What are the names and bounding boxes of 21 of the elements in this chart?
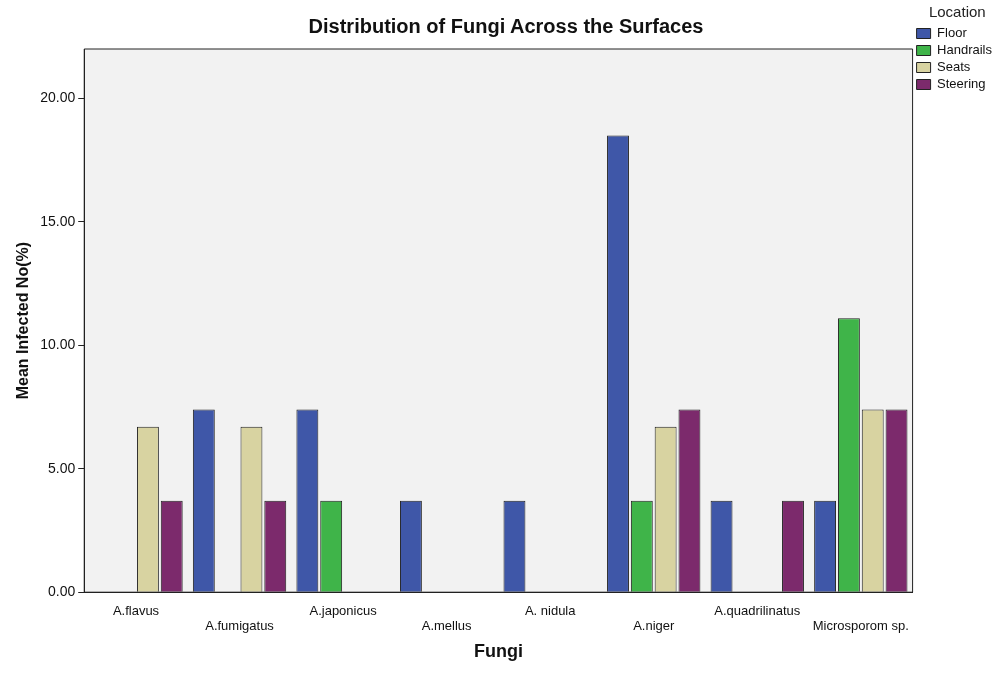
legend-title: Location bbox=[928, 2, 986, 20]
x-tick-label: A.flavus bbox=[112, 602, 160, 618]
x-tick-label: A.mellus bbox=[421, 618, 473, 634]
x-tick-label: A.fumigatus bbox=[205, 618, 275, 634]
x-tick-label: A.niger bbox=[633, 618, 675, 634]
x-tick-label: Microsporom sp. bbox=[812, 618, 909, 634]
legend-label: Floor bbox=[937, 25, 968, 41]
y-tick-label: 15.00 bbox=[40, 212, 76, 229]
y-tick-label: 5.00 bbox=[47, 459, 76, 476]
y-tick-label: 20.00 bbox=[40, 89, 76, 106]
x-tick-label: A. nidula bbox=[524, 602, 577, 618]
x-axis-title: Fungi bbox=[473, 641, 523, 662]
x-tick-label: A.japonicus bbox=[309, 602, 378, 618]
y-tick-label: 0.00 bbox=[47, 583, 76, 600]
legend-label: Steering bbox=[937, 76, 986, 92]
y-axis-title: Mean Infected No(%) bbox=[14, 241, 32, 400]
chart-title: Distribution of Fungi Across the Surfaces bbox=[308, 14, 704, 37]
legend-label: Handrails bbox=[937, 42, 993, 58]
x-tick-label: A.quadrilinatus bbox=[714, 602, 801, 618]
legend-label: Seats bbox=[937, 59, 971, 75]
y-tick-label: 10.00 bbox=[40, 336, 76, 353]
